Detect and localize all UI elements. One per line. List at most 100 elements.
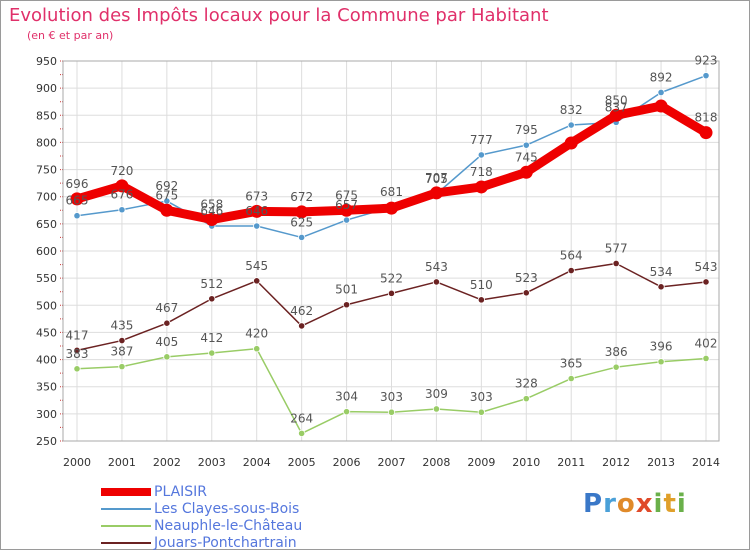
data-label: 795 — [515, 123, 538, 137]
data-point — [522, 141, 530, 149]
y-tick-label: 500 — [36, 299, 57, 312]
data-point — [519, 165, 533, 179]
data-label: 303 — [470, 390, 493, 404]
chart-subtitle: (en € et par an) — [27, 29, 114, 42]
x-tick-label: 2005 — [288, 456, 316, 469]
data-point — [208, 349, 216, 357]
data-label: 412 — [200, 331, 223, 345]
data-label: 718 — [470, 165, 493, 179]
data-label: 435 — [110, 319, 133, 333]
data-point — [522, 289, 530, 297]
data-label: 387 — [110, 345, 133, 359]
data-point — [567, 266, 575, 275]
data-label: 386 — [605, 345, 628, 359]
data-label: 543 — [695, 260, 718, 274]
data-label: 564 — [560, 249, 583, 263]
data-label: 577 — [605, 241, 628, 255]
legend-label: Neauphle-le-Château — [154, 518, 303, 534]
data-label: 675 — [155, 188, 178, 202]
data-label: 832 — [560, 103, 583, 117]
y-tick-label: 650 — [36, 218, 57, 231]
data-point — [253, 277, 261, 285]
y-tick-label: 800 — [36, 136, 57, 149]
data-label: 467 — [155, 301, 178, 315]
x-tick-label: 2001 — [108, 456, 136, 469]
x-tick-label: 2003 — [198, 456, 226, 469]
data-point — [342, 216, 351, 224]
legend-swatch — [101, 488, 151, 496]
data-label: 675 — [335, 188, 358, 202]
legend-label: Jouars-Pontchartrain — [154, 535, 297, 551]
data-label: 892 — [650, 70, 673, 84]
legend-swatch — [101, 508, 151, 510]
data-label: 923 — [695, 54, 718, 68]
data-label: 850 — [605, 93, 628, 107]
data-label: 692 — [155, 179, 178, 193]
data-point — [702, 72, 710, 80]
data-point — [657, 283, 665, 291]
y-tick-label: 750 — [36, 164, 57, 177]
data-point — [522, 395, 530, 403]
data-point — [340, 203, 354, 217]
data-point — [702, 278, 710, 286]
data-label: 328 — [515, 377, 538, 391]
data-label: 512 — [200, 277, 223, 291]
y-tick-label: 350 — [36, 381, 57, 394]
data-point — [73, 365, 81, 373]
data-label: 420 — [245, 327, 268, 341]
y-tick-label: 850 — [36, 109, 57, 122]
data-point — [118, 363, 126, 371]
legend-label: Les Clayes-sous-Bois — [154, 501, 300, 517]
data-point — [118, 206, 126, 214]
legend-swatch — [101, 542, 151, 544]
data-point — [342, 301, 351, 309]
data-point — [298, 233, 306, 242]
data-label: 383 — [66, 347, 89, 361]
data-point — [70, 192, 84, 206]
data-point — [73, 346, 81, 354]
data-label: 264 — [290, 411, 313, 425]
data-point — [298, 322, 306, 330]
y-tick-label: 700 — [36, 191, 57, 204]
data-point — [250, 204, 264, 218]
data-label: 837 — [605, 100, 628, 114]
x-tick-label: 2004 — [243, 456, 271, 469]
x-tick-label: 2014 — [692, 456, 720, 469]
data-label: 696 — [66, 177, 89, 191]
data-label: 501 — [335, 283, 358, 297]
data-point — [699, 126, 713, 140]
data-point — [432, 278, 441, 286]
x-tick-label: 2002 — [153, 456, 181, 469]
data-label: 657 — [335, 198, 358, 212]
data-label: 705 — [425, 172, 448, 186]
legend-label: PLAISIR — [154, 484, 208, 500]
data-point — [477, 151, 485, 159]
data-label: 720 — [110, 164, 133, 178]
data-point — [654, 99, 668, 113]
data-label: 523 — [515, 271, 538, 285]
data-point — [163, 319, 171, 327]
data-point — [477, 408, 485, 416]
data-label: 672 — [290, 190, 313, 204]
data-label: 673 — [245, 189, 268, 203]
data-label: 545 — [245, 259, 268, 273]
data-label: 646 — [200, 204, 223, 218]
data-label: 396 — [650, 340, 673, 354]
y-tick-label: 550 — [36, 272, 57, 285]
data-point — [612, 259, 620, 268]
x-tick-label: 2012 — [602, 456, 630, 469]
data-point — [702, 354, 710, 363]
data-point — [342, 408, 351, 416]
plot-border — [62, 60, 720, 442]
x-tick-label: 2000 — [63, 456, 91, 469]
y-tick-label: 450 — [36, 326, 57, 339]
data-point — [208, 295, 216, 303]
y-tick-label: 950 — [36, 55, 57, 68]
data-point — [657, 88, 665, 97]
y-tick-label: 300 — [36, 408, 57, 421]
y-tick-label: 250 — [36, 435, 57, 448]
data-point — [118, 336, 126, 345]
data-label: 405 — [155, 335, 178, 349]
proxiti-logo: Proxiti — [583, 489, 687, 519]
